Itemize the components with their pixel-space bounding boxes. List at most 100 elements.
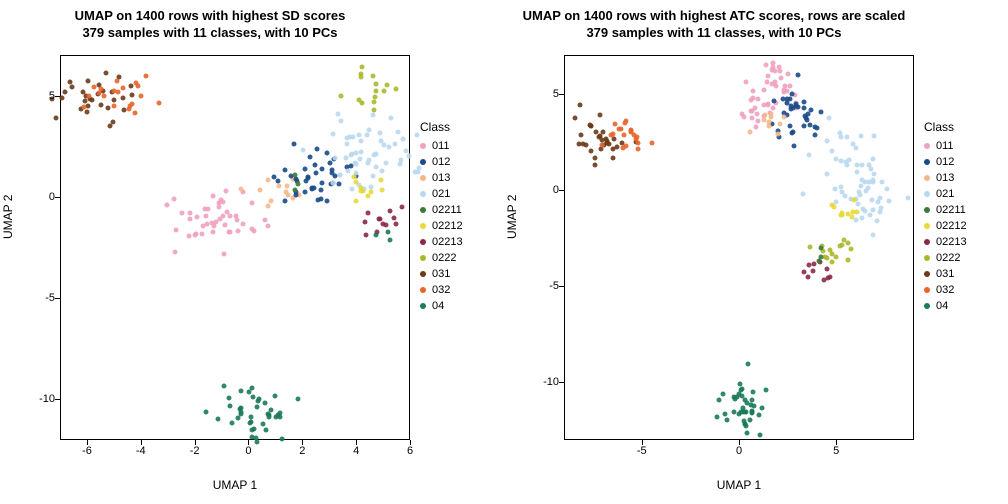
data-point [813,132,818,137]
data-point [247,420,252,425]
data-point [777,65,782,70]
data-point [343,155,348,160]
y-tick [559,286,564,287]
data-point [742,398,747,403]
data-point [833,187,838,192]
data-point [795,105,800,110]
data-point [854,163,859,168]
data-point [371,173,376,178]
y-tick [55,399,60,400]
data-point [319,166,324,171]
data-point [186,234,191,239]
data-point [247,390,252,395]
data-point [782,115,787,120]
data-point [353,160,358,165]
data-point [809,108,814,113]
data-point [267,412,272,417]
data-point [372,94,377,99]
data-point [790,91,795,96]
data-point [834,254,839,259]
y-tick-label: -10 [543,376,559,388]
data-point [869,197,874,202]
data-point [220,214,225,219]
data-point [320,180,325,185]
legend-item: 021 [420,186,463,202]
legend-dot-icon [924,159,930,165]
data-point [838,131,843,136]
data-point [382,88,387,93]
data-point [238,186,243,191]
data-point [858,133,863,138]
y-tick-label: 0 [49,191,55,203]
data-point [612,137,617,142]
data-point [165,203,170,208]
data-point [603,137,608,142]
data-point [330,131,335,136]
data-point [374,89,379,94]
data-point [329,168,334,173]
legend-item: 013 [420,170,463,186]
legend-dot-icon [924,271,930,277]
data-point [773,84,778,89]
data-point [573,115,578,120]
legend-item: 02213 [420,234,463,250]
data-point [81,89,86,94]
data-point [826,115,831,120]
legend-label: 013 [432,172,450,184]
data-point [249,201,254,206]
data-point [800,192,805,197]
data-point [144,73,149,78]
left-title-line1: UMAP on 1400 rows with highest SD scores [75,8,346,23]
legend-dot-icon [924,175,930,181]
data-point [805,274,810,279]
data-point [204,214,209,219]
legend-item: 021 [924,186,967,202]
data-point [592,156,597,161]
data-point [81,105,86,110]
legend-dot-icon [420,255,426,261]
data-point [336,112,341,117]
legend-item: 013 [924,170,967,186]
data-point [746,361,751,366]
data-point [378,217,383,222]
legend-item: 032 [924,282,967,298]
left-xlabel: UMAP 1 [60,478,410,492]
legend-label: 0222 [936,252,960,264]
data-point [872,134,877,139]
data-point [254,404,259,409]
data-point [312,162,317,167]
legend-label: 032 [432,284,450,296]
data-point [775,131,780,136]
data-point [226,230,231,235]
legend-label: 02212 [432,220,463,232]
data-point [108,124,113,129]
left-legend: Class 0110120130210221102212022130222031… [420,120,463,314]
data-point [802,270,807,275]
data-point [385,230,390,235]
data-point [767,120,772,125]
data-point [819,109,824,114]
data-point [224,210,229,215]
right-xlabel: UMAP 1 [564,478,914,492]
data-point [230,420,235,425]
y-tick [55,197,60,198]
data-point [825,171,830,176]
x-tick-label: 4 [353,445,359,457]
data-point [127,106,132,111]
data-point [747,417,752,422]
data-point [378,177,383,182]
data-point [845,135,850,140]
data-point [579,133,584,138]
data-point [60,95,65,100]
data-point [807,152,812,157]
data-point [792,144,797,149]
data-point [795,73,800,78]
x-tick-label: -4 [136,445,146,457]
y-tick-label: 5 [49,90,55,102]
data-point [761,88,766,93]
data-point [319,187,324,192]
data-point [238,411,243,416]
data-point [875,199,880,204]
data-point [788,104,793,109]
legend-label: 02213 [432,236,463,248]
